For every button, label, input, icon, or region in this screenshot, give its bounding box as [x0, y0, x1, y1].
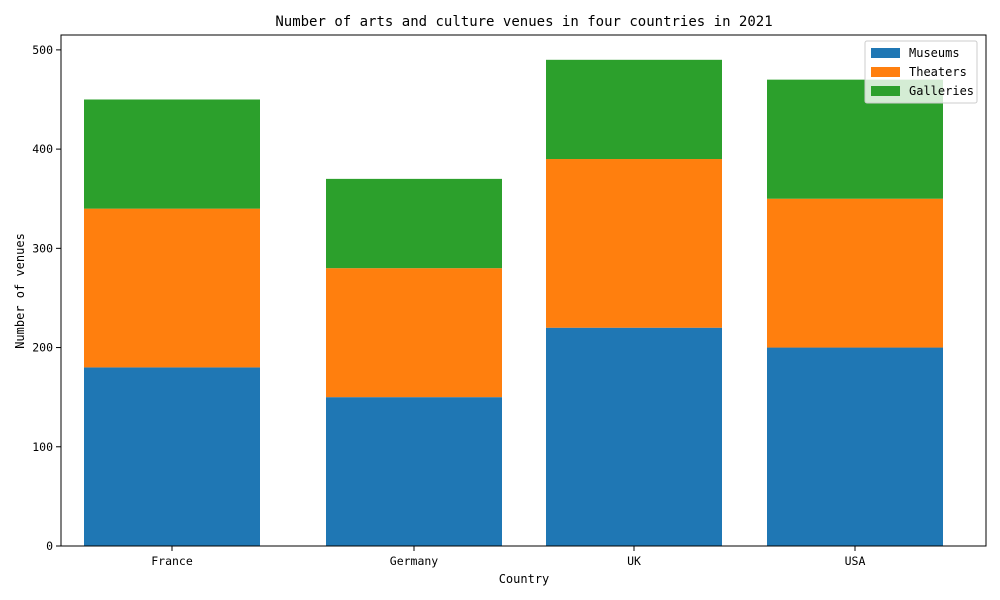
x-axis-label: Country: [499, 572, 550, 586]
legend-swatch-museums: [871, 48, 900, 58]
bar-galleries-germany: [326, 178, 502, 269]
bar-museums-france: [84, 367, 260, 546]
bar-theaters-france: [84, 208, 260, 368]
legend-swatch-theaters: [871, 67, 900, 77]
x-tick-label: USA: [845, 554, 866, 568]
bar-theaters-germany: [326, 268, 502, 398]
plot-frame: [60, 34, 987, 547]
legend-swatch-galleries: [871, 86, 900, 96]
legend-label-museums: Museums: [909, 46, 960, 60]
bar-galleries-france: [84, 99, 260, 209]
y-tick-label: 200: [32, 341, 53, 355]
chart-title: Number of arts and culture venues in fou…: [275, 14, 772, 30]
bar-galleries-uk: [546, 59, 722, 160]
legend-label-galleries: Galleries: [909, 84, 974, 98]
legend-label-theaters: Theaters: [909, 65, 967, 79]
y-axis-label: Number of venues: [13, 233, 27, 349]
legend: Museums Theaters Galleries: [864, 40, 978, 104]
bar-museums-uk: [546, 327, 722, 546]
x-tick-label: Germany: [390, 554, 439, 568]
y-tick-label: 300: [32, 241, 53, 255]
y-tick-label: 100: [32, 440, 53, 454]
bar-theaters-uk: [546, 159, 722, 328]
bar-museums-germany: [326, 397, 502, 546]
y-axis-ticks: 0 100 200 300 400 500: [32, 43, 61, 553]
bars-group: [84, 59, 943, 546]
y-tick-label: 0: [46, 539, 53, 553]
y-tick-label: 500: [32, 43, 53, 57]
bar-theaters-usa: [767, 198, 943, 348]
x-axis-ticks: France Germany UK USA: [151, 546, 865, 568]
x-tick-label: UK: [627, 554, 641, 568]
x-tick-label: France: [151, 554, 193, 568]
y-tick-label: 400: [32, 142, 53, 156]
bar-museums-usa: [767, 347, 943, 546]
